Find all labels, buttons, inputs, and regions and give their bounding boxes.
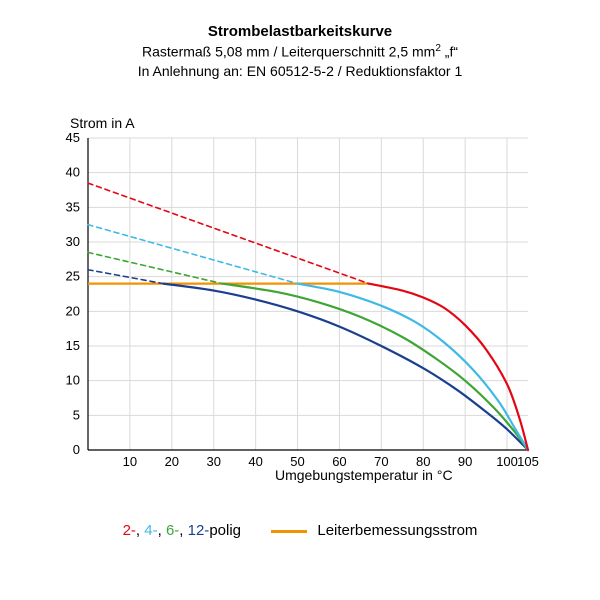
legend-item: 2-	[123, 522, 136, 539]
y-tick-label: 20	[66, 303, 80, 318]
y-tick-label: 30	[66, 234, 80, 249]
y-tick-label: 25	[66, 269, 80, 284]
legend-rated-label: Leiterbemessungsstrom	[317, 522, 477, 539]
y-tick-label: 45	[66, 130, 80, 145]
y-tick-label: 10	[66, 373, 80, 388]
y-tick-label: 5	[73, 407, 80, 422]
legend-item: 12-	[188, 522, 210, 539]
chart-plot: 10 20 30 40 50 60 70 80 90 100105 0 5 10 15 20 25 30 35 40…	[0, 0, 600, 600]
x-tick-label: 20	[165, 454, 179, 469]
x-tick-label: 80	[416, 454, 430, 469]
x-tick-label: 100	[496, 454, 518, 469]
legend-item: 4-	[144, 522, 157, 539]
y-tick-label: 40	[66, 165, 80, 180]
x-tick-label: 30	[206, 454, 220, 469]
y-tick-label: 35	[66, 199, 80, 214]
y-tick-label: 15	[66, 338, 80, 353]
legend-item: 6-	[166, 522, 179, 539]
x-tick-label: 40	[248, 454, 262, 469]
x-tick-label: 70	[374, 454, 388, 469]
legend-rated-swatch	[271, 530, 307, 533]
x-tick-label: 105	[517, 454, 539, 469]
legend: 2-, 4-, 6-, 12-polig Leiterbemessungsstr…	[0, 522, 600, 539]
x-tick-label: 50	[290, 454, 304, 469]
x-tick-label: 90	[458, 454, 472, 469]
x-tick-label: 10	[123, 454, 137, 469]
y-tick-label: 0	[73, 442, 80, 457]
x-tick-label: 60	[332, 454, 346, 469]
